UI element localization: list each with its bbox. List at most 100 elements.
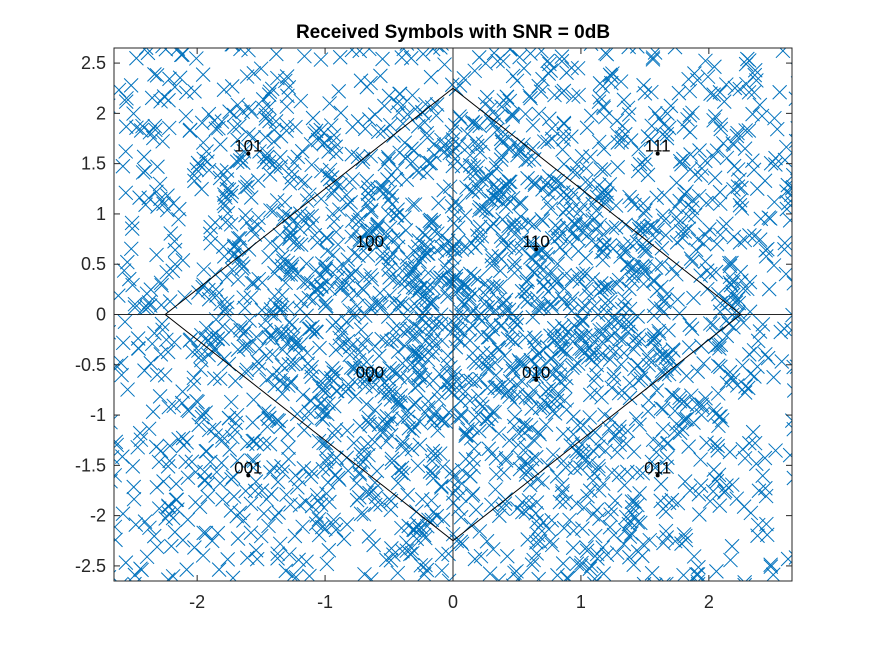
received-symbol-marker [510,137,526,153]
received-symbol-marker [137,514,153,529]
received-symbol-marker [693,452,708,467]
received-symbol-marker [698,53,713,69]
received-symbol-marker [517,425,532,441]
received-symbol-marker [645,50,661,65]
received-symbol-marker [505,217,521,232]
received-symbol-marker [532,534,548,549]
received-symbol-marker [360,197,376,213]
received-symbol-marker [269,193,285,208]
received-symbol-marker [330,270,346,286]
received-symbol-marker [558,460,574,475]
constellation-label: 001 [234,458,262,477]
received-symbol-marker [682,483,698,498]
received-symbol-marker [709,564,724,579]
received-symbol-marker [610,127,626,143]
received-symbol-marker [181,403,197,419]
received-symbol-marker [466,459,482,475]
received-symbol-marker [268,48,284,62]
received-symbol-marker [472,372,488,387]
received-symbol-marker [788,91,792,107]
received-symbol-marker [682,83,698,99]
received-symbol-marker [433,316,449,332]
received-symbol-marker [251,361,267,377]
received-symbol-marker [597,295,613,311]
received-symbol-marker [400,487,416,503]
received-symbol-marker [541,169,557,184]
received-symbol-marker [404,441,420,457]
received-symbol-marker [437,144,452,159]
received-symbol-marker [416,247,432,263]
received-symbol-marker [114,434,124,450]
received-symbol-marker [544,537,560,553]
received-symbol-marker [312,340,327,356]
received-symbol-marker [457,208,473,224]
received-symbol-marker [418,557,433,573]
received-symbol-marker [729,491,745,507]
received-symbol-marker [477,275,493,291]
received-symbol-marker [188,51,204,66]
received-symbol-marker [215,492,230,507]
constellation-point [655,151,660,156]
received-symbol-marker [759,516,774,532]
received-symbol-marker [535,475,551,490]
received-symbol-marker [479,354,494,369]
received-symbol-marker [564,129,579,144]
received-symbol-marker [679,411,695,427]
received-symbol-marker [259,149,275,165]
received-symbol-marker [710,358,726,374]
received-symbol-marker [160,188,175,203]
received-symbol-marker [332,338,348,354]
received-symbol-marker [768,443,783,458]
received-symbol-marker [384,188,399,204]
received-symbol-marker [446,495,461,511]
received-symbol-marker [652,349,668,364]
received-symbol-marker [578,174,593,190]
received-symbol-marker [659,459,674,475]
received-symbol-marker [392,321,408,336]
received-symbol-marker [326,398,342,414]
received-symbol-marker [553,228,568,244]
received-symbol-marker [464,488,480,503]
received-symbol-marker [636,157,652,173]
received-symbol-marker [434,563,450,578]
received-symbol-marker [397,338,413,354]
received-symbol-marker [574,437,590,452]
received-symbol-marker [542,56,557,72]
received-symbol-marker [326,365,342,380]
received-symbol-marker [708,472,723,487]
received-symbol-marker [573,460,588,476]
received-symbol-marker [423,412,439,427]
received-symbol-marker [257,404,272,419]
received-symbol-marker [569,556,585,572]
received-symbol-marker [398,223,414,238]
received-symbol-marker [370,219,385,235]
received-symbol-marker [352,212,368,228]
received-symbol-marker [622,549,637,565]
received-symbol-marker [299,345,315,361]
received-symbol-marker [478,294,494,310]
received-symbol-marker [622,390,638,406]
received-symbol-marker [696,356,712,371]
received-symbol-marker [270,546,286,562]
received-symbol-marker [149,367,165,382]
received-symbol-marker [119,90,134,106]
received-symbol-marker [434,270,449,286]
received-symbol-marker [759,241,775,257]
received-symbol-marker [519,274,535,290]
received-symbol-marker [587,576,602,581]
received-symbol-marker [241,48,256,58]
received-symbol-marker [189,393,204,409]
received-symbol-marker [583,175,598,191]
received-symbol-marker [518,417,534,433]
received-symbol-marker [737,450,753,466]
received-symbol-marker [758,488,774,504]
received-symbol-marker [214,455,229,471]
received-symbol-marker [686,549,702,564]
received-symbol-marker [114,519,123,535]
received-symbol-marker [292,221,308,237]
received-symbol-marker [480,280,496,296]
received-symbol-marker [195,67,211,82]
received-symbol-marker [147,122,163,138]
received-symbol-marker [556,520,572,536]
received-symbol-marker [313,191,329,207]
